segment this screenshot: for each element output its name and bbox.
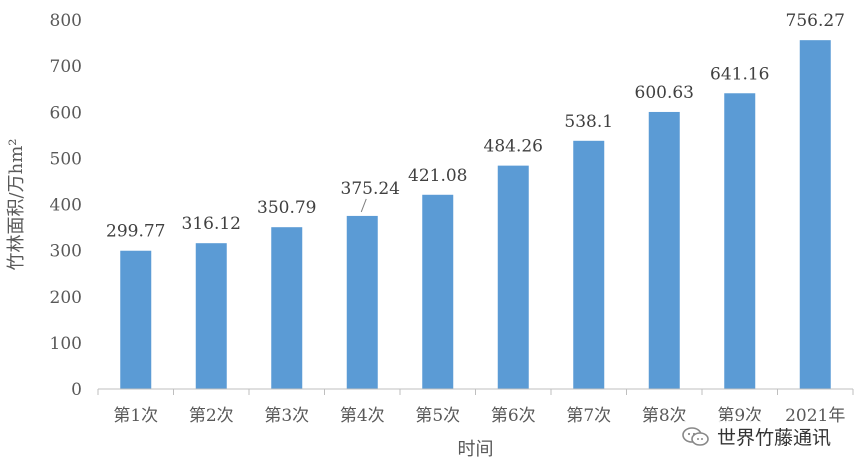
y-tick-label: 500: [50, 149, 82, 169]
data-label: 600.63: [635, 83, 694, 103]
bars: [120, 40, 831, 389]
data-label: 350.79: [257, 198, 316, 218]
x-tick-label: 第2次: [189, 406, 234, 426]
x-tick-label: 第8次: [642, 406, 687, 426]
x-tick-label: 第5次: [415, 406, 460, 426]
x-tick-label: 第1次: [113, 406, 158, 426]
x-axis-title: 时间: [458, 439, 494, 460]
y-tick-label: 100: [50, 334, 82, 354]
y-tick-label: 600: [50, 103, 82, 123]
data-label: 375.24: [341, 179, 400, 199]
y-tick-label: 400: [50, 196, 82, 216]
bar: [195, 243, 227, 389]
data-label: 299.77: [106, 222, 165, 242]
wechat-icon: [681, 426, 711, 448]
data-label: 641.16: [710, 64, 769, 84]
bar: [724, 93, 756, 389]
data-label-leader-line: [360, 198, 367, 213]
y-axis-title: 竹林面积/万hm²: [6, 139, 27, 271]
bar: [271, 227, 303, 389]
data-labels: 299.77 316.12 350.79 375.24 421.08 484.26 538.…: [106, 11, 845, 242]
bar: [573, 140, 605, 389]
bar: [799, 40, 831, 389]
bar: [120, 250, 152, 389]
data-label: 538.1: [564, 112, 613, 132]
x-tick-label: 第7次: [566, 406, 611, 426]
y-tick-label: 0: [71, 380, 82, 400]
watermark-text: 世界竹藤通讯: [716, 427, 831, 449]
x-tick-label: 第3次: [264, 406, 309, 426]
y-tick-label: 300: [50, 242, 82, 262]
y-tick-label: 700: [50, 57, 82, 77]
y-axis-ticks: 0 100 200 300 400 500 600 700 800: [50, 11, 82, 400]
bar: [422, 194, 454, 389]
data-label: 484.26: [484, 137, 543, 157]
y-tick-label: 200: [50, 288, 82, 308]
data-label: 756.27: [786, 11, 845, 31]
x-tick-label: 第6次: [491, 406, 536, 426]
bar: [648, 111, 680, 389]
watermark: 世界竹藤通讯: [676, 421, 835, 452]
y-tick-label: 800: [50, 11, 82, 31]
data-label: 316.12: [182, 214, 241, 234]
bar: [346, 215, 378, 389]
data-label: 421.08: [408, 166, 467, 186]
bar: [497, 165, 529, 389]
x-tick-label: 第4次: [340, 406, 385, 426]
